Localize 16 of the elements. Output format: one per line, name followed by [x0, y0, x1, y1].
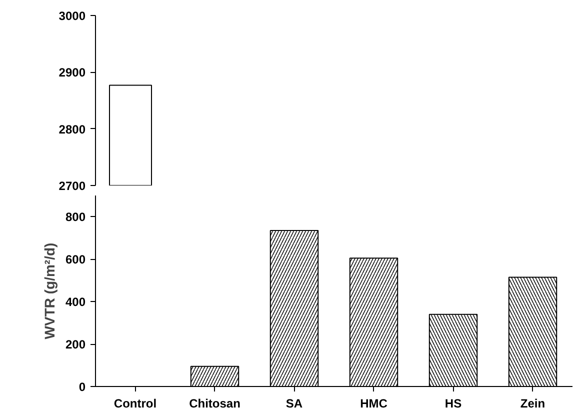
- x-tick-label: Chitosan: [189, 396, 240, 410]
- y-tick-label: 200: [65, 338, 86, 352]
- y-tick-label: 400: [65, 295, 86, 310]
- y-tick-label: 2900: [58, 66, 86, 80]
- x-tick-label: Zein: [520, 396, 546, 410]
- y-tick-label: 3000: [58, 9, 86, 23]
- y-tick-label: 600: [65, 252, 86, 267]
- x-tick-label: HMC: [360, 396, 388, 410]
- y-axis-title: WVTR (g/m²/d): [41, 242, 58, 340]
- x-tick-label: HS: [444, 396, 462, 410]
- y-tick-label: 0: [78, 380, 86, 394]
- y-tick-label: 2700: [58, 179, 86, 193]
- x-tick-label: SA: [286, 396, 303, 410]
- x-tick-label: Control: [114, 396, 157, 410]
- y-tick-label: 800: [65, 210, 86, 224]
- y-tick-label: 2800: [58, 122, 86, 136]
